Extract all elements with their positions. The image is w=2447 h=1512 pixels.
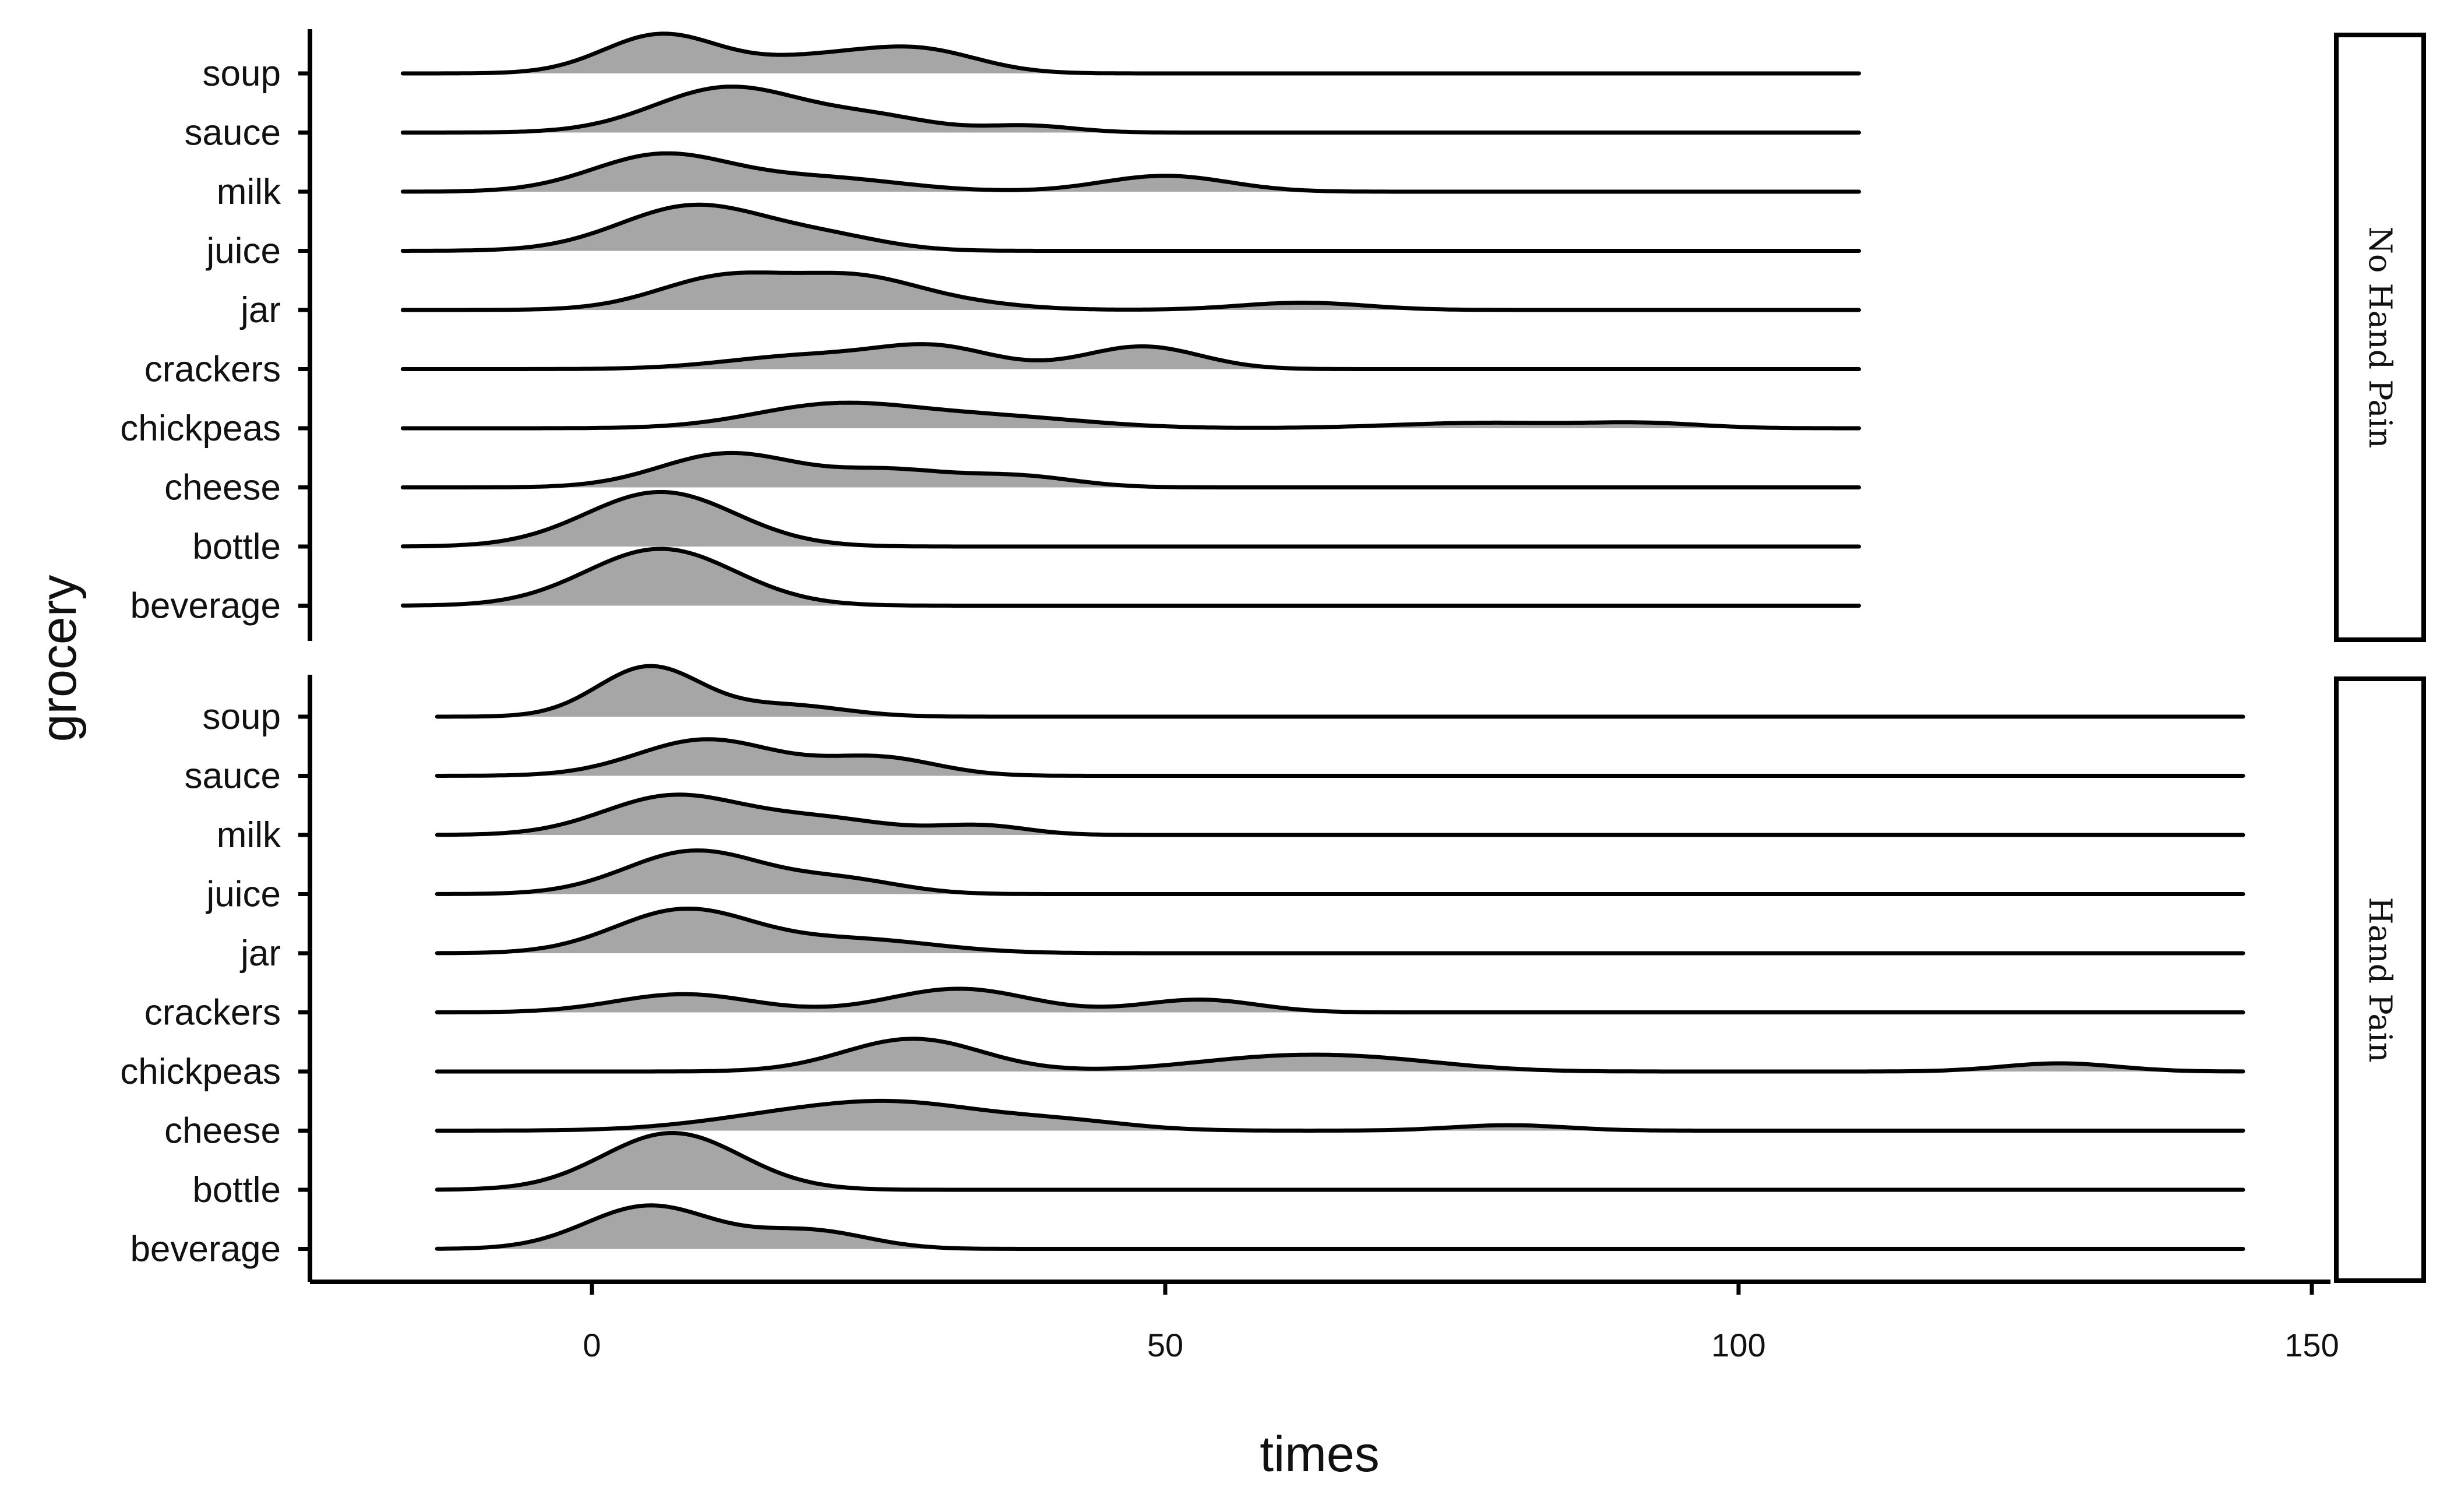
ridge-fill-cheese xyxy=(437,1101,2243,1131)
ridge-line-crackers xyxy=(400,342,1861,371)
panel-hand-pain: soup sauce milk juice jar crackers chickpeas ch… xyxy=(120,664,2426,1283)
ridge-fill-sauce xyxy=(403,86,1859,133)
ridge-line-chickpeas xyxy=(435,1037,2245,1074)
ridge-bottle xyxy=(400,489,1861,549)
ridge-fill-milk xyxy=(403,153,1859,192)
x-tick-label-100: 100 xyxy=(1711,1327,1765,1363)
ridge-line-milk xyxy=(400,151,1861,194)
ridge-fill-chickpeas xyxy=(403,403,1859,428)
ridge-beverage xyxy=(400,547,1861,608)
strip-label-no-hand-pain: No Hand Pain xyxy=(2362,227,2399,449)
ridge-fill-crackers xyxy=(437,989,2243,1013)
y-tick-label-sauce: sauce xyxy=(185,113,281,153)
ridge-line-cheese xyxy=(400,450,1861,489)
ridge-line-chickpeas xyxy=(400,400,1861,431)
panel-no-hand-pain: soup sauce milk juice jar crackers chickpeas ch… xyxy=(120,29,2426,642)
ridge-fill-juice xyxy=(437,850,2243,894)
y-tick-label-juice: juice xyxy=(205,231,281,272)
y-tick-label-milk: milk xyxy=(217,815,281,855)
ridge-line-soup xyxy=(400,31,1861,76)
ridge-line-crackers xyxy=(435,986,2245,1014)
ridge-sauce xyxy=(435,737,2245,778)
ridge-line-bottle xyxy=(435,1131,2245,1192)
ridge-soup xyxy=(400,31,1861,76)
ridge-line-beverage xyxy=(400,547,1861,608)
y-tick-label-cheese: cheese xyxy=(164,1111,281,1151)
ridge-beverage xyxy=(435,1203,2245,1251)
x-tick-label-0: 0 xyxy=(583,1327,601,1363)
x-axis-title: times xyxy=(1260,1426,1379,1482)
ridge-line-sauce xyxy=(400,84,1861,135)
ridge-juice xyxy=(400,202,1861,253)
ridge-milk xyxy=(400,151,1861,194)
y-tick-label-bottle: bottle xyxy=(192,527,281,567)
y-tick-label-crackers: crackers xyxy=(144,350,281,390)
ridge-fill-crackers xyxy=(403,344,1859,369)
ridge-jar xyxy=(400,270,1861,312)
ridge-fill-bottle xyxy=(437,1133,2243,1190)
ridge-cheese xyxy=(435,1098,2245,1133)
y-tick-label-crackers: crackers xyxy=(144,993,281,1033)
y-tick-label-beverage: beverage xyxy=(130,1229,281,1270)
ridge-fill-jar xyxy=(403,272,1859,310)
ridge-fill-jar xyxy=(437,908,2243,953)
y-tick-label-chickpeas: chickpeas xyxy=(120,1052,281,1092)
ridge-chickpeas xyxy=(435,1037,2245,1074)
y-tick-label-sauce: sauce xyxy=(185,756,281,796)
y-tick-label-jar: jar xyxy=(239,933,281,974)
ridge-cheese xyxy=(400,450,1861,489)
ridge-line-juice xyxy=(435,848,2245,896)
strip-box xyxy=(2334,676,2426,1283)
ridge-fill-beverage xyxy=(403,549,1859,606)
ridge-jar xyxy=(435,907,2245,956)
y-tick-label-juice: juice xyxy=(205,875,281,915)
ridge-crackers xyxy=(435,986,2245,1014)
ridge-line-cheese xyxy=(435,1098,2245,1133)
ridge-fill-milk xyxy=(437,794,2243,835)
ridge-chickpeas xyxy=(400,400,1861,431)
ridge-crackers xyxy=(400,342,1861,371)
y-tick-label-soup: soup xyxy=(203,54,281,94)
y-tick-label-cheese: cheese xyxy=(164,468,281,508)
ridge-line-bottle xyxy=(400,489,1861,549)
ridge-fill-cheese xyxy=(403,453,1859,488)
ridge-line-jar xyxy=(435,907,2245,956)
y-tick-label-soup: soup xyxy=(203,697,281,737)
ridge-fill-soup xyxy=(403,33,1859,73)
ridge-sauce xyxy=(400,84,1861,135)
strip-label-hand-pain: Hand Pain xyxy=(2362,897,2399,1063)
y-tick-label-jar: jar xyxy=(239,290,281,330)
ridge-milk xyxy=(435,792,2245,837)
x-tick-label-50: 50 xyxy=(1147,1327,1183,1363)
ridge-line-jar xyxy=(400,270,1861,312)
x-axis: 0 50 100 150 xyxy=(310,1280,2339,1363)
ridge-fill-soup xyxy=(437,666,2243,717)
strip-box xyxy=(2334,33,2426,642)
ridge-fill-juice xyxy=(403,205,1859,251)
y-tick-label-bottle: bottle xyxy=(192,1170,281,1210)
x-tick-label-150: 150 xyxy=(2284,1327,2339,1363)
ridge-bottle xyxy=(435,1131,2245,1192)
y-axis-title: grocery xyxy=(31,575,87,742)
ridge-fill-bottle xyxy=(403,492,1859,547)
ridge-line-beverage xyxy=(435,1203,2245,1251)
ridge-soup xyxy=(435,664,2245,719)
ridge-fill-beverage xyxy=(437,1205,2243,1249)
ridge-line-soup xyxy=(435,664,2245,719)
ridge-line-sauce xyxy=(435,737,2245,778)
ridge-line-milk xyxy=(435,792,2245,837)
y-tick-label-beverage: beverage xyxy=(130,586,281,626)
y-tick-label-chickpeas: chickpeas xyxy=(120,408,281,449)
ridge-line-juice xyxy=(400,202,1861,253)
ridge-juice xyxy=(435,848,2245,896)
y-tick-label-milk: milk xyxy=(217,172,281,212)
ridge-fill-sauce xyxy=(437,739,2243,776)
